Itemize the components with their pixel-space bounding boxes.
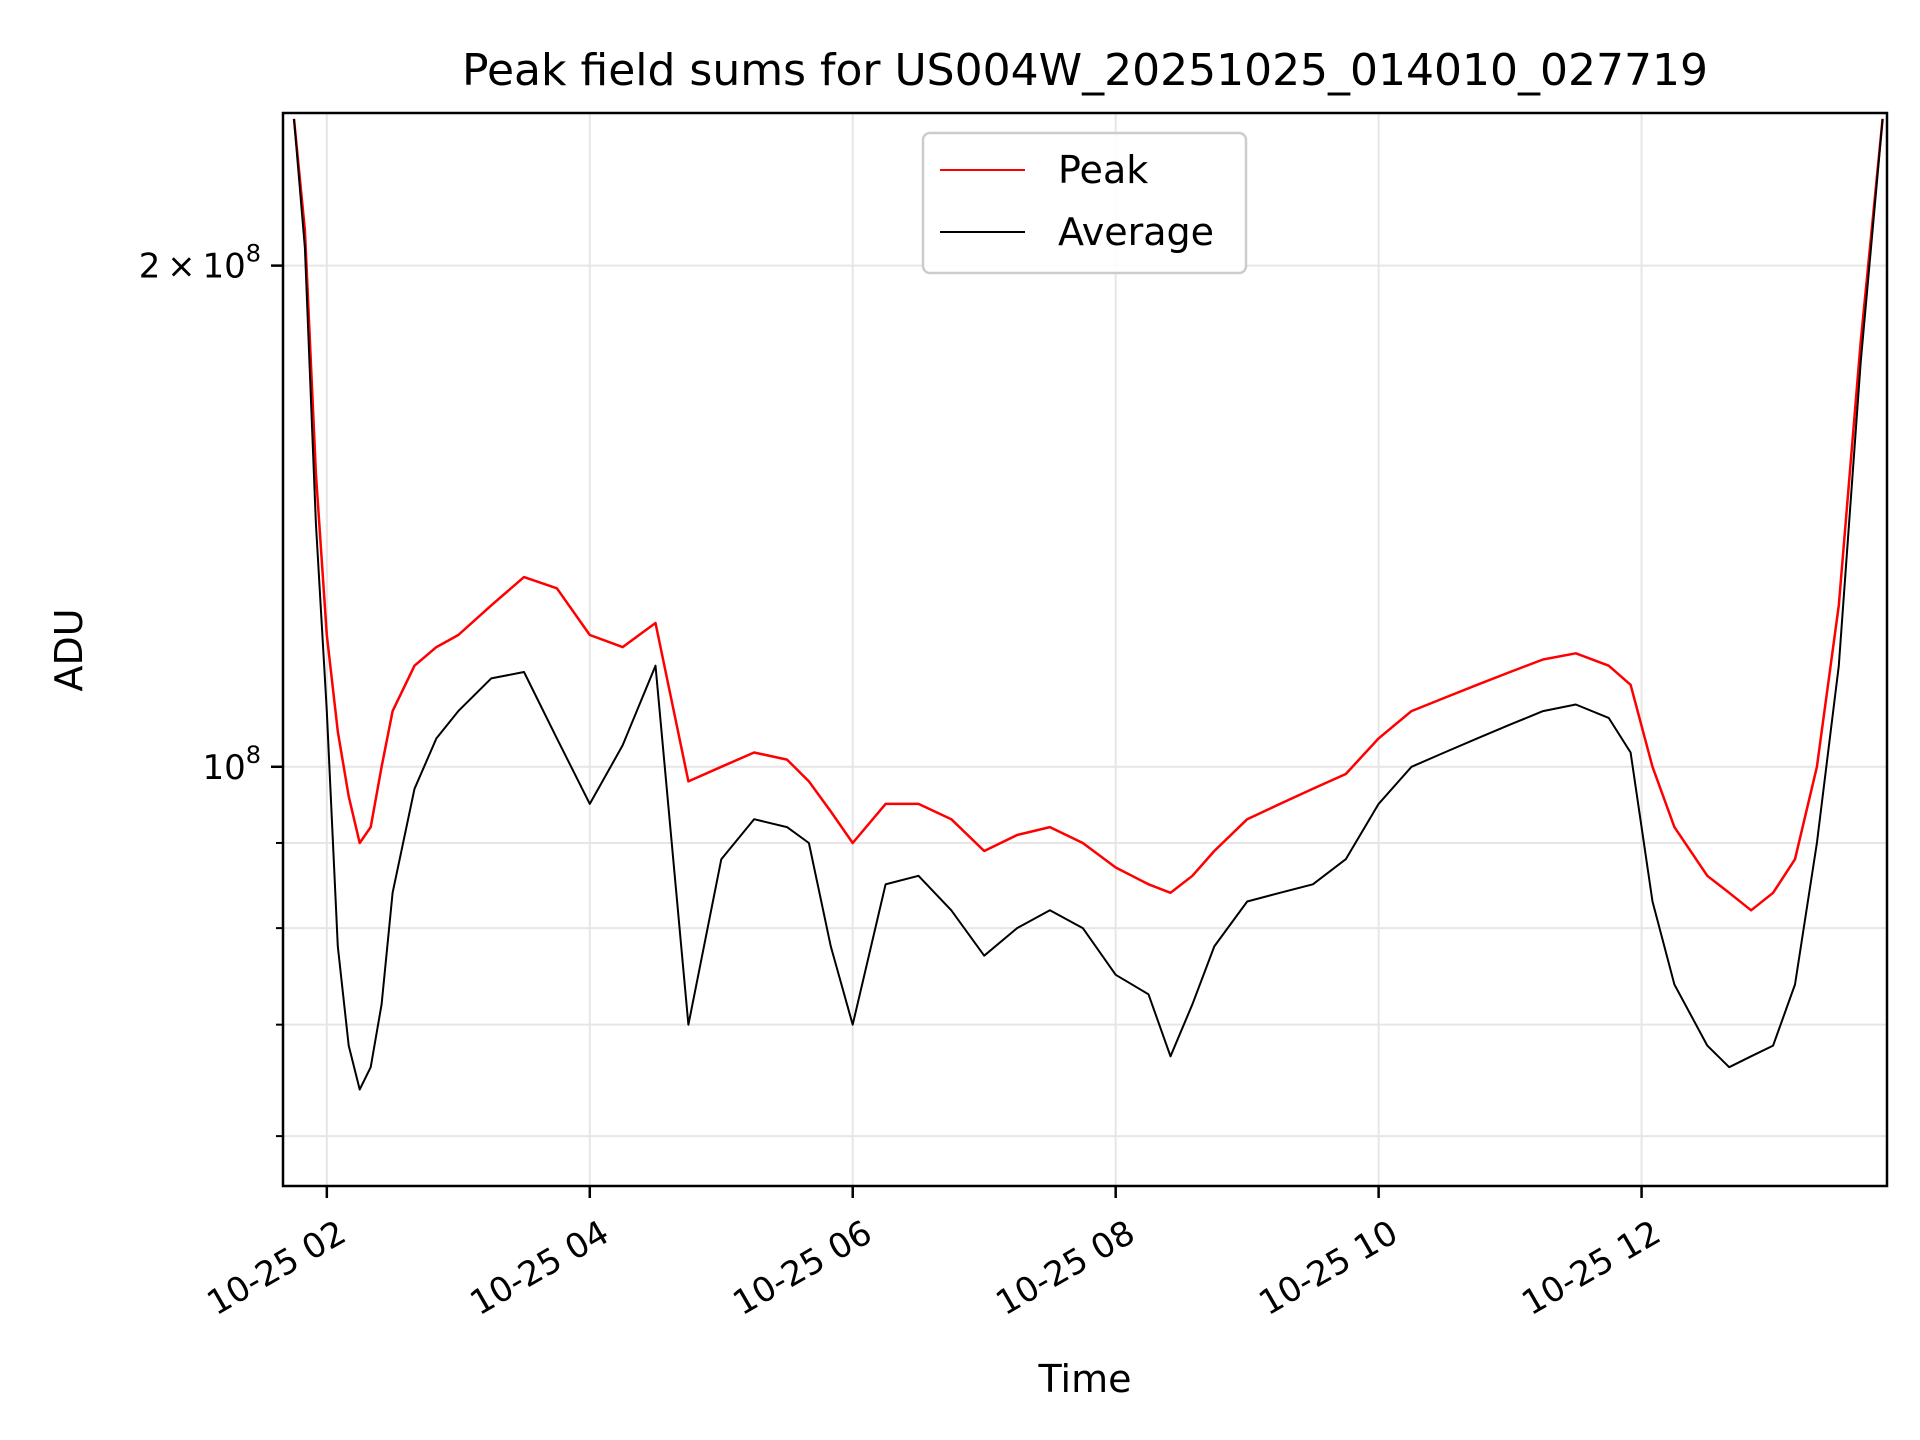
- plot-area-frame: [281, 111, 1889, 1188]
- legend: Peak Average: [921, 131, 1248, 275]
- y-tick-label: 108: [202, 741, 261, 788]
- y-axis-label: ADU: [47, 608, 91, 691]
- grid: [283, 113, 1887, 1186]
- chart-title: Peak field sums for US004W_20251025_0140…: [462, 45, 1708, 96]
- legend-label-peak: Peak: [1058, 148, 1148, 192]
- series-layer: [292, 118, 1884, 1091]
- legend-box: [921, 131, 1248, 275]
- x-axis-label: Time: [1038, 1357, 1132, 1401]
- legend-label-average: Average: [1058, 210, 1214, 254]
- series-line-average: [293, 118, 1884, 1091]
- y-tick-label: 2 × 108: [139, 240, 261, 287]
- series-line-peak: [292, 118, 1884, 912]
